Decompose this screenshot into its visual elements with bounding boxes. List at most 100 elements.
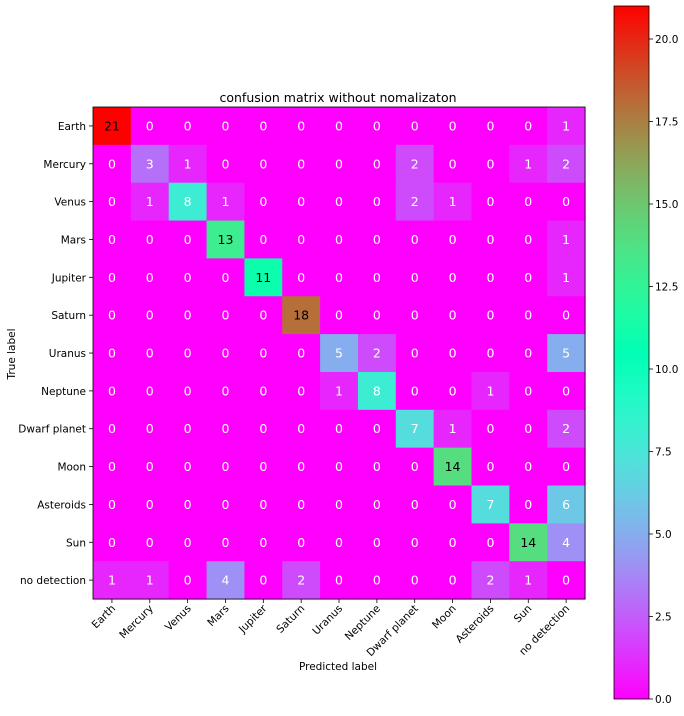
heatmap-cell [509,409,548,449]
heatmap-cell [130,107,170,146]
heatmap-cell [433,523,472,562]
heatmap-cell [509,447,548,486]
cell-value-label: 0 [297,421,305,436]
cell-value-label: 0 [221,308,229,323]
cell-value-label: 0 [486,270,494,285]
heatmap-cell [509,523,548,562]
heatmap-cell [471,447,510,486]
cell-value-label: 4 [562,535,570,550]
heatmap-cell [168,220,208,259]
cell-value-label: 0 [297,232,305,247]
cell-value-label: 0 [373,421,381,436]
cell-value-label: 0 [335,232,343,247]
heatmap-cell [547,371,586,411]
cell-value-label: 0 [221,118,229,133]
cell-value-label: 0 [335,497,343,512]
cell-value-label: 0 [108,156,116,171]
cell-value-label: 0 [259,194,267,209]
cell-value-label: 0 [335,573,343,588]
heatmap-cell [320,296,359,335]
heatmap-cell [244,523,283,562]
cell-value-label: 1 [146,194,154,209]
heatmap-cell [395,220,435,259]
heatmap-cell [93,371,132,411]
colorbar-tick-label: 12.5 [655,282,678,294]
cell-value-label: 1 [335,383,343,398]
cell-value-label: 0 [184,459,192,474]
cell-value-label: 0 [562,573,570,588]
cell-value-label: 0 [562,194,570,209]
heatmap-cell [471,485,510,524]
cell-value-label: 0 [221,459,229,474]
heatmap-cell [206,485,245,524]
cell-value-label: 14 [445,459,461,474]
heatmap-cell [130,258,170,297]
heatmap-cell [320,485,359,524]
heatmap-cell [93,144,132,184]
heatmap-cell [471,561,510,600]
heatmap-cell [433,485,472,524]
heatmap-cell [547,334,586,373]
heatmap-cell [93,258,132,297]
cell-value-label: 2 [486,573,494,588]
cell-value-label: 0 [297,459,305,474]
cell-value-label: 0 [146,118,154,133]
cell-value-label: 0 [146,383,154,398]
cell-value-label: 6 [562,497,570,512]
heatmap-cell [282,371,321,411]
cell-value-label: 0 [524,383,532,398]
cell-value-label: 0 [524,118,532,133]
cell-value-label: 0 [373,270,381,285]
cell-value-label: 0 [486,535,494,550]
cell-value-label: 0 [146,535,154,550]
cell-value-label: 0 [486,346,494,361]
cell-value-label: 0 [259,421,267,436]
heatmap-cell [357,409,397,449]
heatmap-cell [206,561,245,600]
heatmap-cell [547,523,586,562]
heatmap-cell [433,371,472,411]
heatmap-cell [282,523,321,562]
cell-value-label: 0 [411,459,419,474]
heatmap-cell [547,220,586,259]
cell-value-label: 0 [146,308,154,323]
cell-value-label: 0 [562,383,570,398]
cell-value-label: 0 [297,194,305,209]
cell-value-label: 0 [259,497,267,512]
heatmap-cell [395,258,435,297]
cell-value-label: 0 [449,308,457,323]
heatmap-cell [547,144,586,184]
cell-value-label: 0 [449,156,457,171]
heatmap-cell [320,107,359,146]
heatmap-cell [244,296,283,335]
heatmap-cell [282,182,321,222]
colorbar-tick-label: 7.5 [655,447,672,459]
heatmap-cell [395,561,435,600]
cell-value-label: 5 [562,346,570,361]
cell-value-label: 0 [335,421,343,436]
cell-value-label: 0 [108,535,116,550]
heatmap-cell [244,409,283,449]
heatmap-cell [357,107,397,146]
heatmap-cell [357,371,397,411]
cell-value-label: 0 [449,346,457,361]
cell-value-label: 1 [221,194,229,209]
cell-value-label: 0 [259,459,267,474]
heatmap-cell [357,182,397,222]
heatmap-cell [130,334,170,373]
heatmap-cell [509,258,548,297]
colorbar-tick-label: 17.5 [655,117,678,129]
cell-value-label: 0 [259,232,267,247]
heatmap-cell [471,107,510,146]
heatmap-cell [244,334,283,373]
heatmap-cell [509,561,548,600]
heatmap-cell [93,296,132,335]
heatmap-cell [168,447,208,486]
cell-value-label: 0 [108,232,116,247]
heatmap-cell [433,447,472,486]
cell-value-label: 0 [411,535,419,550]
cell-value-label: 0 [373,156,381,171]
heatmap-cell [93,561,132,600]
cell-value-label: 0 [221,346,229,361]
